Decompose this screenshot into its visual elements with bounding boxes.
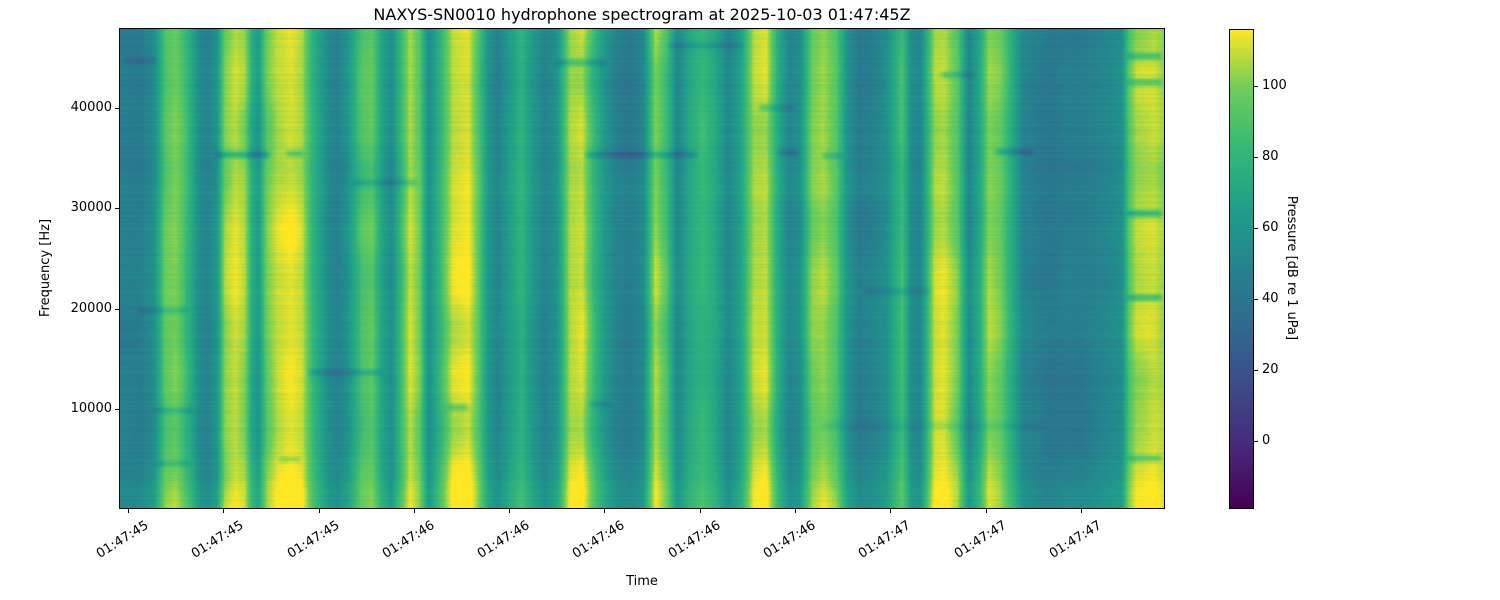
colorbar-label: Pressure [dB re 1 uPa] bbox=[1284, 195, 1299, 341]
x-axis-tick-label: 01:47:47 bbox=[951, 518, 1009, 562]
x-axis-tick bbox=[890, 509, 891, 513]
y-axis-tick bbox=[115, 108, 119, 109]
colorbar-tick bbox=[1254, 441, 1258, 442]
x-axis-tick-label: 01:47:47 bbox=[1046, 518, 1104, 562]
x-axis-tick-label: 01:47:46 bbox=[760, 518, 818, 562]
y-axis-tick-label: 40000 bbox=[70, 100, 112, 115]
y-axis-tick-label: 20000 bbox=[70, 301, 112, 316]
x-axis-tick bbox=[319, 509, 320, 513]
x-axis-tick-label: 01:47:45 bbox=[93, 518, 151, 562]
x-axis-tick-label: 01:47:46 bbox=[474, 518, 532, 562]
colorbar-tick bbox=[1254, 228, 1258, 229]
x-axis-tick-label: 01:47:45 bbox=[188, 518, 246, 562]
y-axis-tick bbox=[115, 309, 119, 310]
x-axis-tick bbox=[986, 509, 987, 513]
colorbar-tick-label: 20 bbox=[1262, 362, 1279, 377]
colorbar-tick-label: 40 bbox=[1262, 291, 1279, 306]
colorbar-tick-label: 0 bbox=[1262, 433, 1271, 448]
x-axis-tick bbox=[1081, 509, 1082, 513]
x-axis-tick bbox=[223, 509, 224, 513]
x-axis-tick bbox=[128, 509, 129, 513]
colorbar-gradient bbox=[1229, 29, 1254, 509]
x-axis-tick-label: 01:47:45 bbox=[284, 518, 342, 562]
x-axis-tick bbox=[414, 509, 415, 513]
y-axis-tick bbox=[115, 409, 119, 410]
x-axis-label: Time bbox=[626, 574, 658, 589]
x-axis-tick-label: 01:47:46 bbox=[569, 518, 627, 562]
y-axis-label: Frequency [Hz] bbox=[38, 218, 53, 318]
colorbar-tick bbox=[1254, 299, 1258, 300]
colorbar-tick bbox=[1254, 370, 1258, 371]
y-axis-tick bbox=[115, 208, 119, 209]
colorbar-tick bbox=[1254, 86, 1258, 87]
colorbar-tick-label: 60 bbox=[1262, 220, 1279, 235]
x-axis-tick bbox=[795, 509, 796, 513]
x-axis-tick bbox=[604, 509, 605, 513]
colorbar-tick-label: 80 bbox=[1262, 149, 1279, 164]
x-axis-tick-label: 01:47:46 bbox=[665, 518, 723, 562]
x-axis-tick-label: 01:47:47 bbox=[855, 518, 913, 562]
colorbar-tick bbox=[1254, 157, 1258, 158]
spectrogram-image bbox=[119, 28, 1165, 509]
chart-title: NAXYS-SN0010 hydrophone spectrogram at 2… bbox=[373, 5, 911, 24]
y-axis-tick-label: 10000 bbox=[70, 401, 112, 416]
x-axis-tick-label: 01:47:46 bbox=[379, 518, 437, 562]
x-axis-tick bbox=[509, 509, 510, 513]
y-axis-tick-label: 30000 bbox=[70, 200, 112, 215]
colorbar-tick-label: 100 bbox=[1262, 78, 1287, 93]
x-axis-tick bbox=[700, 509, 701, 513]
